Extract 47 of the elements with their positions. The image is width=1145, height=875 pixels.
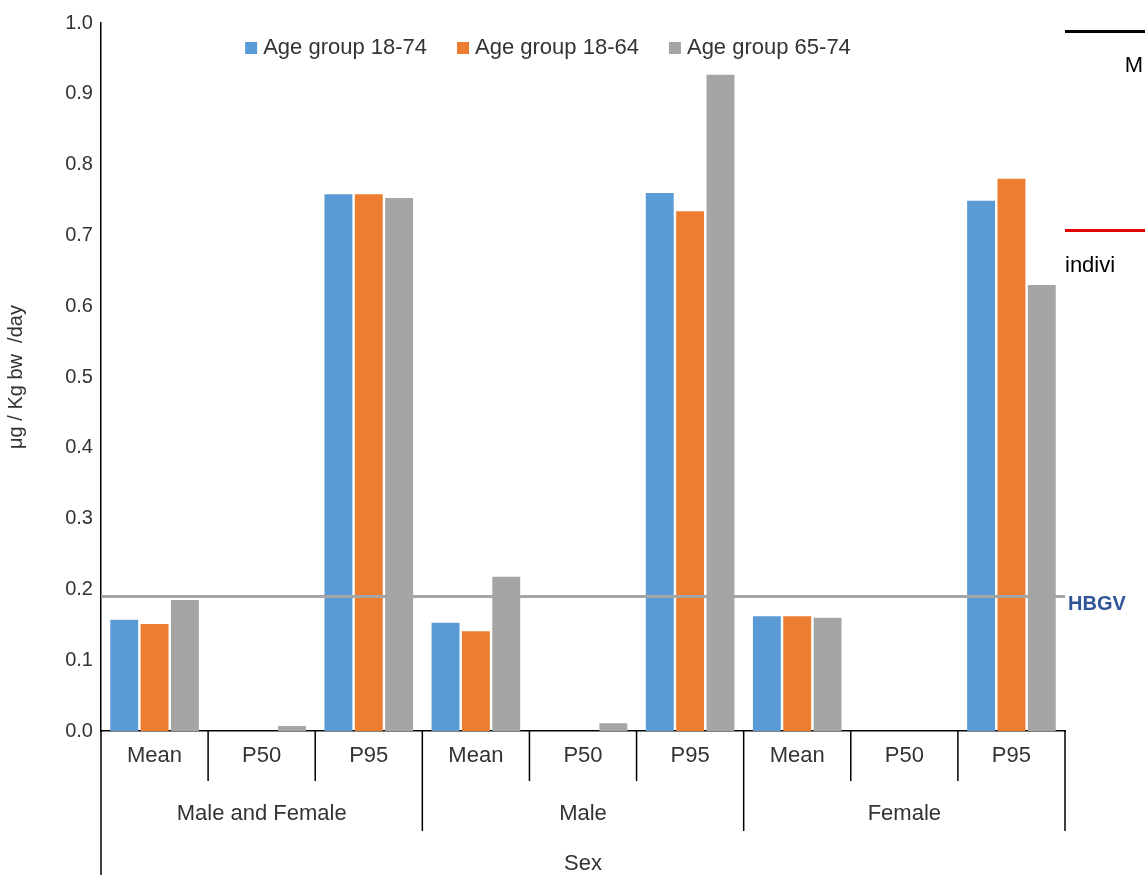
bar <box>324 194 353 731</box>
bar <box>645 192 674 731</box>
y-tick-label: 0.7 <box>65 222 93 245</box>
annotation: indivi <box>1065 252 1116 278</box>
x-axis-title: Sex <box>564 850 602 875</box>
y-axis-title: μg / Kg bw /day <box>3 305 26 449</box>
bar <box>599 723 628 731</box>
bar <box>170 600 199 731</box>
bar <box>967 200 996 731</box>
bar <box>354 194 383 731</box>
text: Male and Female <box>176 800 347 826</box>
bar <box>997 178 1026 731</box>
x-tick-label: Mean <box>448 742 504 768</box>
x-tick-label: P95 <box>670 742 710 768</box>
x-tick-label: Mean <box>769 742 825 768</box>
legend-label: Age group 18-74 <box>263 34 428 60</box>
y-tick-label: 0.9 <box>65 81 93 104</box>
x-tick-label: P50 <box>242 742 282 768</box>
ref-line-label: HBGV <box>1068 592 1127 614</box>
x-tick-label: P95 <box>991 742 1032 768</box>
bar <box>278 726 306 731</box>
x-tick-label: P50 <box>884 742 924 768</box>
x-tick-label: P95 <box>349 742 389 768</box>
bar <box>752 616 781 731</box>
y-tick-label: 0.2 <box>65 576 93 599</box>
x-tick-label: Mean <box>127 742 183 768</box>
bar <box>783 616 812 731</box>
y-tick-label: 0.3 <box>65 506 93 529</box>
legend-label: Age group 65-74 <box>686 34 851 60</box>
y-tick-label: 0.0 <box>65 718 93 741</box>
legend-label: Age group 18-64 <box>475 34 639 60</box>
text: Female <box>867 800 942 826</box>
y-tick-label: 0.4 <box>65 435 93 458</box>
y-tick-label: 0.5 <box>65 364 93 387</box>
bar <box>431 622 460 731</box>
x-tick-label: P50 <box>563 742 603 768</box>
bar <box>140 624 169 731</box>
y-tick-label: 0.1 <box>65 647 93 670</box>
bar <box>110 619 139 731</box>
bar <box>813 617 842 731</box>
y-tick-label: 1.0 <box>65 10 93 33</box>
bar <box>676 211 705 731</box>
text: M <box>1124 52 1143 78</box>
bar <box>461 631 490 731</box>
text: Male <box>559 800 607 826</box>
y-tick-label: 0.8 <box>65 152 93 175</box>
y-tick-label: 0.6 <box>65 293 93 316</box>
